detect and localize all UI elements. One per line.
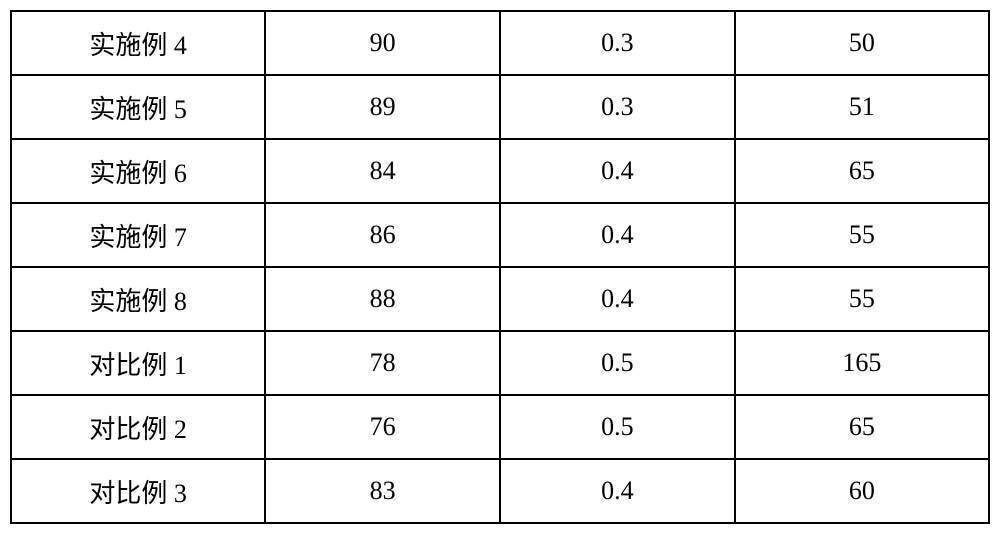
cell-value: 88 — [265, 267, 500, 331]
cell-label: 对比例 2 — [11, 395, 265, 459]
cell-value: 0.5 — [500, 331, 735, 395]
cell-value: 86 — [265, 203, 500, 267]
cell-value: 65 — [735, 139, 989, 203]
cell-value: 165 — [735, 331, 989, 395]
table-row: 实施例 5 89 0.3 51 — [11, 75, 989, 139]
table-row: 对比例 1 78 0.5 165 — [11, 331, 989, 395]
cell-label: 实施例 5 — [11, 75, 265, 139]
cell-label: 实施例 8 — [11, 267, 265, 331]
table-row: 对比例 2 76 0.5 65 — [11, 395, 989, 459]
cell-value: 0.3 — [500, 75, 735, 139]
cell-label: 对比例 1 — [11, 331, 265, 395]
cell-value: 51 — [735, 75, 989, 139]
cell-value: 89 — [265, 75, 500, 139]
cell-value: 76 — [265, 395, 500, 459]
table-body: 实施例 4 90 0.3 50 实施例 5 89 0.3 51 实施例 6 84… — [11, 11, 989, 523]
cell-value: 84 — [265, 139, 500, 203]
cell-value: 90 — [265, 11, 500, 75]
cell-value: 0.4 — [500, 203, 735, 267]
cell-value: 0.5 — [500, 395, 735, 459]
data-table-wrapper: 实施例 4 90 0.3 50 实施例 5 89 0.3 51 实施例 6 84… — [10, 10, 990, 524]
cell-value: 0.3 — [500, 11, 735, 75]
cell-value: 83 — [265, 459, 500, 523]
table-row: 实施例 7 86 0.4 55 — [11, 203, 989, 267]
cell-value: 50 — [735, 11, 989, 75]
cell-label: 实施例 7 — [11, 203, 265, 267]
cell-value: 78 — [265, 331, 500, 395]
cell-value: 0.4 — [500, 267, 735, 331]
cell-value: 55 — [735, 267, 989, 331]
cell-value: 60 — [735, 459, 989, 523]
table-row: 对比例 3 83 0.4 60 — [11, 459, 989, 523]
table-row: 实施例 8 88 0.4 55 — [11, 267, 989, 331]
cell-label: 实施例 4 — [11, 11, 265, 75]
table-row: 实施例 4 90 0.3 50 — [11, 11, 989, 75]
cell-value: 0.4 — [500, 459, 735, 523]
cell-value: 55 — [735, 203, 989, 267]
table-row: 实施例 6 84 0.4 65 — [11, 139, 989, 203]
cell-value: 0.4 — [500, 139, 735, 203]
cell-label: 实施例 6 — [11, 139, 265, 203]
cell-value: 65 — [735, 395, 989, 459]
data-table: 实施例 4 90 0.3 50 实施例 5 89 0.3 51 实施例 6 84… — [10, 10, 990, 524]
cell-label: 对比例 3 — [11, 459, 265, 523]
